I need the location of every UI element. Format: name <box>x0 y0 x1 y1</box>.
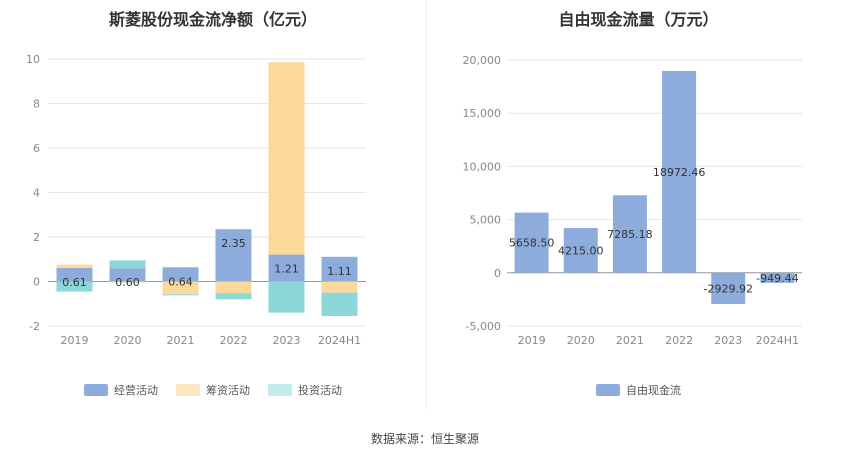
data-label: 0.60 <box>115 276 140 289</box>
y-tick-label: 6 <box>33 142 40 155</box>
cash-flow-net-chart: 斯菱股份现金流净额（亿元） 10 8 6 4 2 0 -2 0.61 2019 0.60 2020 0… <box>0 0 426 410</box>
data-label: 7285.18 <box>607 228 653 241</box>
legend: 自由现金流 <box>427 382 850 398</box>
bar <box>56 281 93 292</box>
x-tick-label: 2023 <box>273 334 301 347</box>
y-tick-label: 20,000 <box>463 54 502 67</box>
data-label: 4215.00 <box>558 244 604 257</box>
bar <box>662 70 697 273</box>
y-tick-label: 8 <box>33 98 40 111</box>
data-label: 0.64 <box>168 275 193 288</box>
y-tick-label: -5,000 <box>466 320 501 333</box>
y-tick-label: 10 <box>26 53 40 66</box>
legend-swatch <box>84 384 108 396</box>
legend-label: 筹资活动 <box>206 384 250 397</box>
y-tick-label: -2 <box>29 320 40 333</box>
bar <box>56 264 93 268</box>
bar <box>162 267 199 282</box>
free-cash-flow-chart: 自由现金流量（万元） 20,000 15,000 10,000 5,000 0 -5,00… <box>427 0 850 410</box>
legend-label: 经营活动 <box>114 384 158 397</box>
data-label: 2.35 <box>221 237 246 250</box>
free-cash-flow-plot: 20,000 15,000 10,000 5,000 0 -5,000 5658.50 201… <box>463 54 802 347</box>
chart-title: 自由现金流量（万元） <box>558 10 719 29</box>
legend-item-operating[interactable]: 经营活动 <box>84 382 158 398</box>
legend-item-investing[interactable]: 投资活动 <box>268 382 342 398</box>
y-tick-label: 15,000 <box>463 107 502 120</box>
bar <box>514 212 549 273</box>
legend-label: 自由现金流 <box>626 384 681 397</box>
bar <box>268 62 305 255</box>
bar <box>162 281 199 295</box>
bar <box>268 281 305 313</box>
data-label: 18972.46 <box>653 166 706 179</box>
bar <box>321 256 358 282</box>
x-tick-label: 2019 <box>61 334 89 347</box>
bar <box>56 267 93 282</box>
legend-item-financing[interactable]: 筹资活动 <box>176 382 250 398</box>
data-label: 0.61 <box>62 276 87 289</box>
data-label: 5658.50 <box>509 237 555 250</box>
y-tick-label: 5,000 <box>470 214 502 227</box>
y-tick-label: 2 <box>33 231 40 244</box>
legend: 经营活动 筹资活动 投资活动 <box>0 382 426 398</box>
x-tick-label: 2021 <box>167 334 195 347</box>
x-tick-label: 2024H1 <box>756 334 799 347</box>
y-tick-label: 10,000 <box>463 160 502 173</box>
x-tick-label: 2020 <box>567 334 595 347</box>
y-tick-label: 0 <box>33 276 40 289</box>
chart-title: 斯菱股份现金流净额（亿元） <box>108 10 317 29</box>
data-label: 1.11 <box>327 265 352 278</box>
x-tick-label: 2019 <box>518 334 546 347</box>
data-source-note: 数据来源：恒生聚源 <box>370 432 479 446</box>
legend-swatch <box>268 384 292 396</box>
bar <box>109 281 146 283</box>
bar <box>215 293 252 300</box>
legend-item-free-cash-flow[interactable]: 自由现金流 <box>596 382 681 398</box>
bar <box>215 281 252 294</box>
data-label: -2929.92 <box>704 282 753 295</box>
x-tick-label: 2023 <box>714 334 742 347</box>
bar <box>760 272 795 283</box>
y-tick-label: 0 <box>494 267 501 280</box>
legend-swatch <box>176 384 200 396</box>
x-tick-label: 2021 <box>616 334 644 347</box>
data-label: -949.44 <box>756 272 798 285</box>
bar <box>563 227 598 273</box>
cash-flow-net-plot: 10 8 6 4 2 0 -2 0.61 2019 0.60 2020 0.64 2021 2.35 202… <box>26 53 366 347</box>
legend-swatch <box>596 384 620 396</box>
bar <box>711 272 746 304</box>
x-tick-label: 2022 <box>665 334 693 347</box>
data-label: 1.21 <box>274 263 299 276</box>
x-tick-label: 2020 <box>114 334 142 347</box>
panel-divider <box>426 0 427 410</box>
bar <box>321 281 358 293</box>
x-tick-label: 2024H1 <box>318 334 361 347</box>
bar <box>109 260 146 269</box>
bar <box>162 294 199 296</box>
x-tick-label: 2022 <box>220 334 248 347</box>
bar <box>612 195 647 273</box>
bar <box>215 229 252 282</box>
legend-label: 投资活动 <box>298 384 342 397</box>
bar <box>268 254 305 282</box>
bar <box>321 292 358 316</box>
bar <box>109 268 146 282</box>
y-tick-label: 4 <box>33 187 40 200</box>
